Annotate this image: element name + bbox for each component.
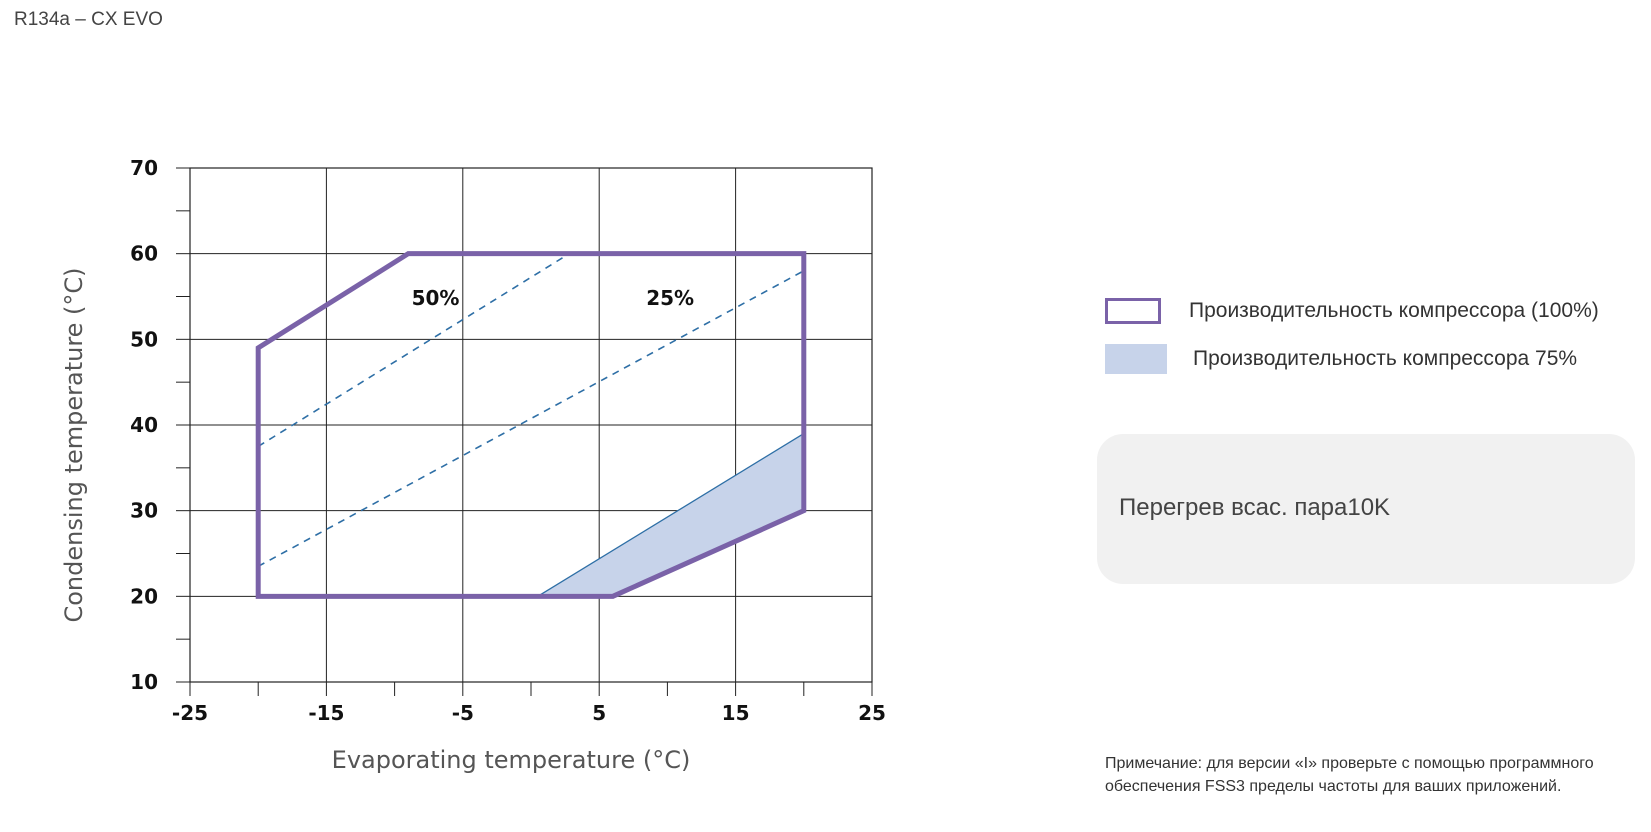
chart-labels: 50% 25% Evaporating temperature (°C) Conden… xyxy=(60,267,694,774)
zone-label: 50% xyxy=(412,286,460,310)
superheat-text: Перегрев всас. пара10K xyxy=(1119,494,1391,521)
x-tick-label: -5 xyxy=(452,701,474,725)
y-tick-label: 70 xyxy=(130,156,158,180)
operating-envelope-chart: -25 -15 -5 5 15 25 10 20 30 40 50 60 70 50% 25% Evapor… xyxy=(60,156,886,774)
legend-label: Производительность компрессора (100%) xyxy=(1189,299,1599,322)
y-tick-label: 50 xyxy=(130,327,158,351)
superheat-info-box: Перегрев всас. пара10K xyxy=(1097,434,1635,584)
x-tick-label: 25 xyxy=(858,701,886,725)
legend-item-75: Производительность компрессора 75% xyxy=(1105,335,1599,383)
y-tick-label: 10 xyxy=(130,670,158,694)
page-title: R134a – CX EVO xyxy=(14,9,163,30)
capacity-75-boundary xyxy=(537,433,805,597)
y-tick-label: 60 xyxy=(130,242,158,266)
capacity-dashed-boundary xyxy=(257,252,570,448)
chart-series xyxy=(255,251,807,599)
x-axis-title: Evaporating temperature (°C) xyxy=(332,746,691,774)
chart-legend: Производительность компрессора (100%) Пр… xyxy=(1105,287,1599,383)
legend-swatch-filled xyxy=(1105,344,1167,374)
y-axis-title: Condensing temperature (°C) xyxy=(60,267,88,622)
zone-label: 25% xyxy=(646,286,694,310)
capacity-100-envelope xyxy=(255,251,807,599)
chart-ticks: -25 -15 -5 5 15 25 10 20 30 40 50 60 70 xyxy=(130,156,886,725)
y-tick-label: 40 xyxy=(130,413,158,437)
x-tick-label: 5 xyxy=(592,701,606,725)
footnote: Примечание: для версии «I» проверьте с п… xyxy=(1105,755,1594,795)
x-tick-label: 15 xyxy=(722,701,750,725)
legend-item-100: Производительность компрессора (100%) xyxy=(1105,287,1599,335)
x-tick-label: -25 xyxy=(172,701,208,725)
legend-swatch-outline xyxy=(1105,298,1161,324)
x-tick-label: -15 xyxy=(308,701,344,725)
legend-label: Производительность компрессора 75% xyxy=(1193,347,1578,370)
y-tick-label: 20 xyxy=(130,584,158,608)
y-tick-label: 30 xyxy=(130,499,158,523)
